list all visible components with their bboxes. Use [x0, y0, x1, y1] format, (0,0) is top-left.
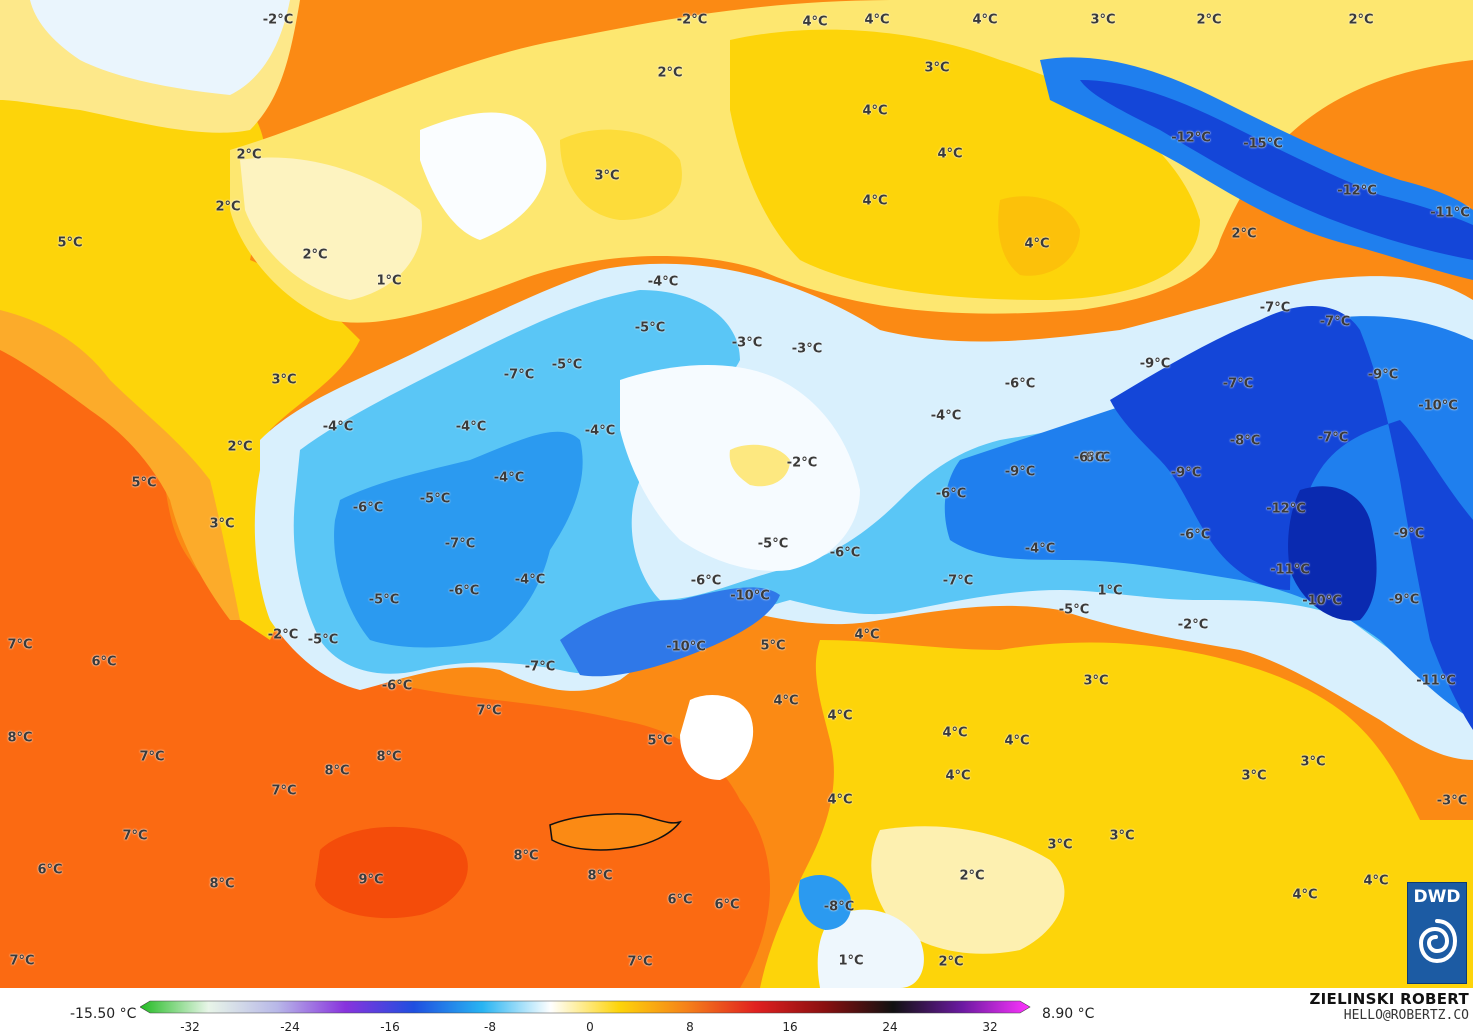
hottest-sea-core: [315, 826, 468, 919]
map-canvas: [0, 0, 1473, 988]
anatolia-south-coast-blue: [560, 587, 780, 677]
levant-pale: [817, 909, 924, 988]
dwd-spiral-icon: [1418, 919, 1458, 964]
east-black-sea-core: [998, 196, 1080, 276]
inner-anatolia-yellow-spot: [729, 444, 790, 487]
mesopotamia-cream: [871, 826, 1065, 954]
legend-tick-label: -32: [180, 1020, 200, 1034]
legend-gradient-bar: [140, 1000, 1031, 1014]
legend-tick-label: 24: [882, 1020, 898, 1034]
anatolia-cyan: [293, 290, 1473, 700]
anatolia-blue: [334, 431, 583, 648]
legend-min-label: -15.50 °C: [70, 1006, 137, 1022]
legend-tick-label: -24: [280, 1020, 300, 1034]
hatay-white: [680, 695, 754, 780]
legend-tick-label: -8: [484, 1020, 496, 1034]
author-name: ZIELINSKI ROBERT: [1309, 990, 1469, 1008]
aegean-warm-zone: [0, 296, 270, 620]
north-black-sea-yellow: [560, 129, 682, 220]
balkans-pale: [30, 0, 290, 95]
black-sea-pale: [240, 157, 422, 300]
caucasus-deep: [1080, 80, 1473, 260]
levant-blue: [798, 875, 852, 930]
legend-tick-label: 0: [586, 1020, 594, 1034]
author-credit: ZIELINSKI ROBERT HELLO@ROBERTZ.CO: [1309, 990, 1469, 1023]
author-email: HELLO@ROBERTZ.CO: [1343, 1008, 1469, 1023]
legend-tick-label: -16: [380, 1020, 400, 1034]
legend-max-label: 8.90 °C: [1042, 1006, 1095, 1022]
dwd-logo-badge: DWD: [1407, 882, 1467, 984]
legend-colorbar: [140, 1000, 1031, 1014]
legend-tick-label: 32: [982, 1020, 998, 1034]
legend-tick-label: 16: [782, 1020, 798, 1034]
legend-tick-label: 8: [686, 1020, 694, 1034]
west-black-sea-white: [420, 112, 547, 240]
dwd-badge-text: DWD: [1413, 887, 1461, 907]
east-anatolia-core: [1288, 486, 1377, 621]
cyprus-land: [549, 813, 683, 851]
temperature-map: [0, 0, 1473, 988]
